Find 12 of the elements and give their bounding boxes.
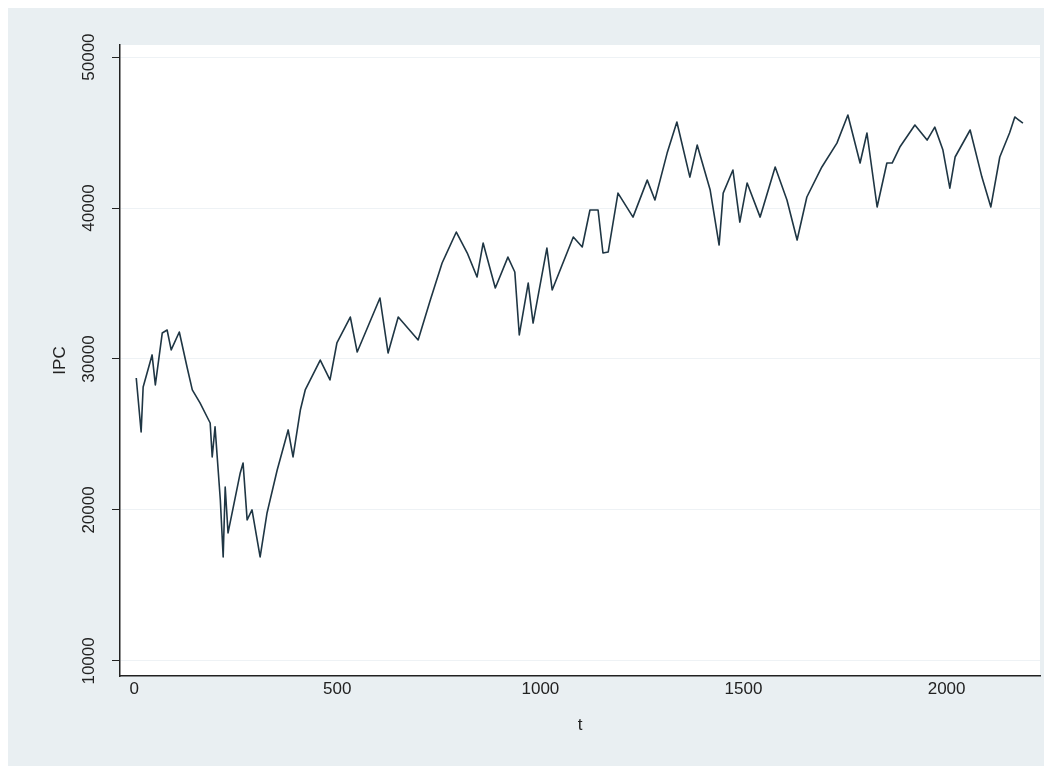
- x-tick-label: 500: [323, 678, 352, 698]
- y-axis-title: IPC: [49, 346, 69, 375]
- x-axis-title: t: [577, 715, 583, 735]
- y-tick-label: 30000: [79, 335, 99, 383]
- x-tick-label: 0: [129, 678, 139, 698]
- x-tick-label: 1000: [521, 678, 560, 698]
- y-tick-label: 20000: [79, 486, 99, 534]
- y-tick-label: 10000: [79, 637, 99, 685]
- y-tick-label: 40000: [79, 184, 99, 232]
- x-tick-label: 1500: [724, 678, 763, 698]
- y-tick-label: 50000: [79, 33, 99, 81]
- x-tick-label: 2000: [927, 678, 966, 698]
